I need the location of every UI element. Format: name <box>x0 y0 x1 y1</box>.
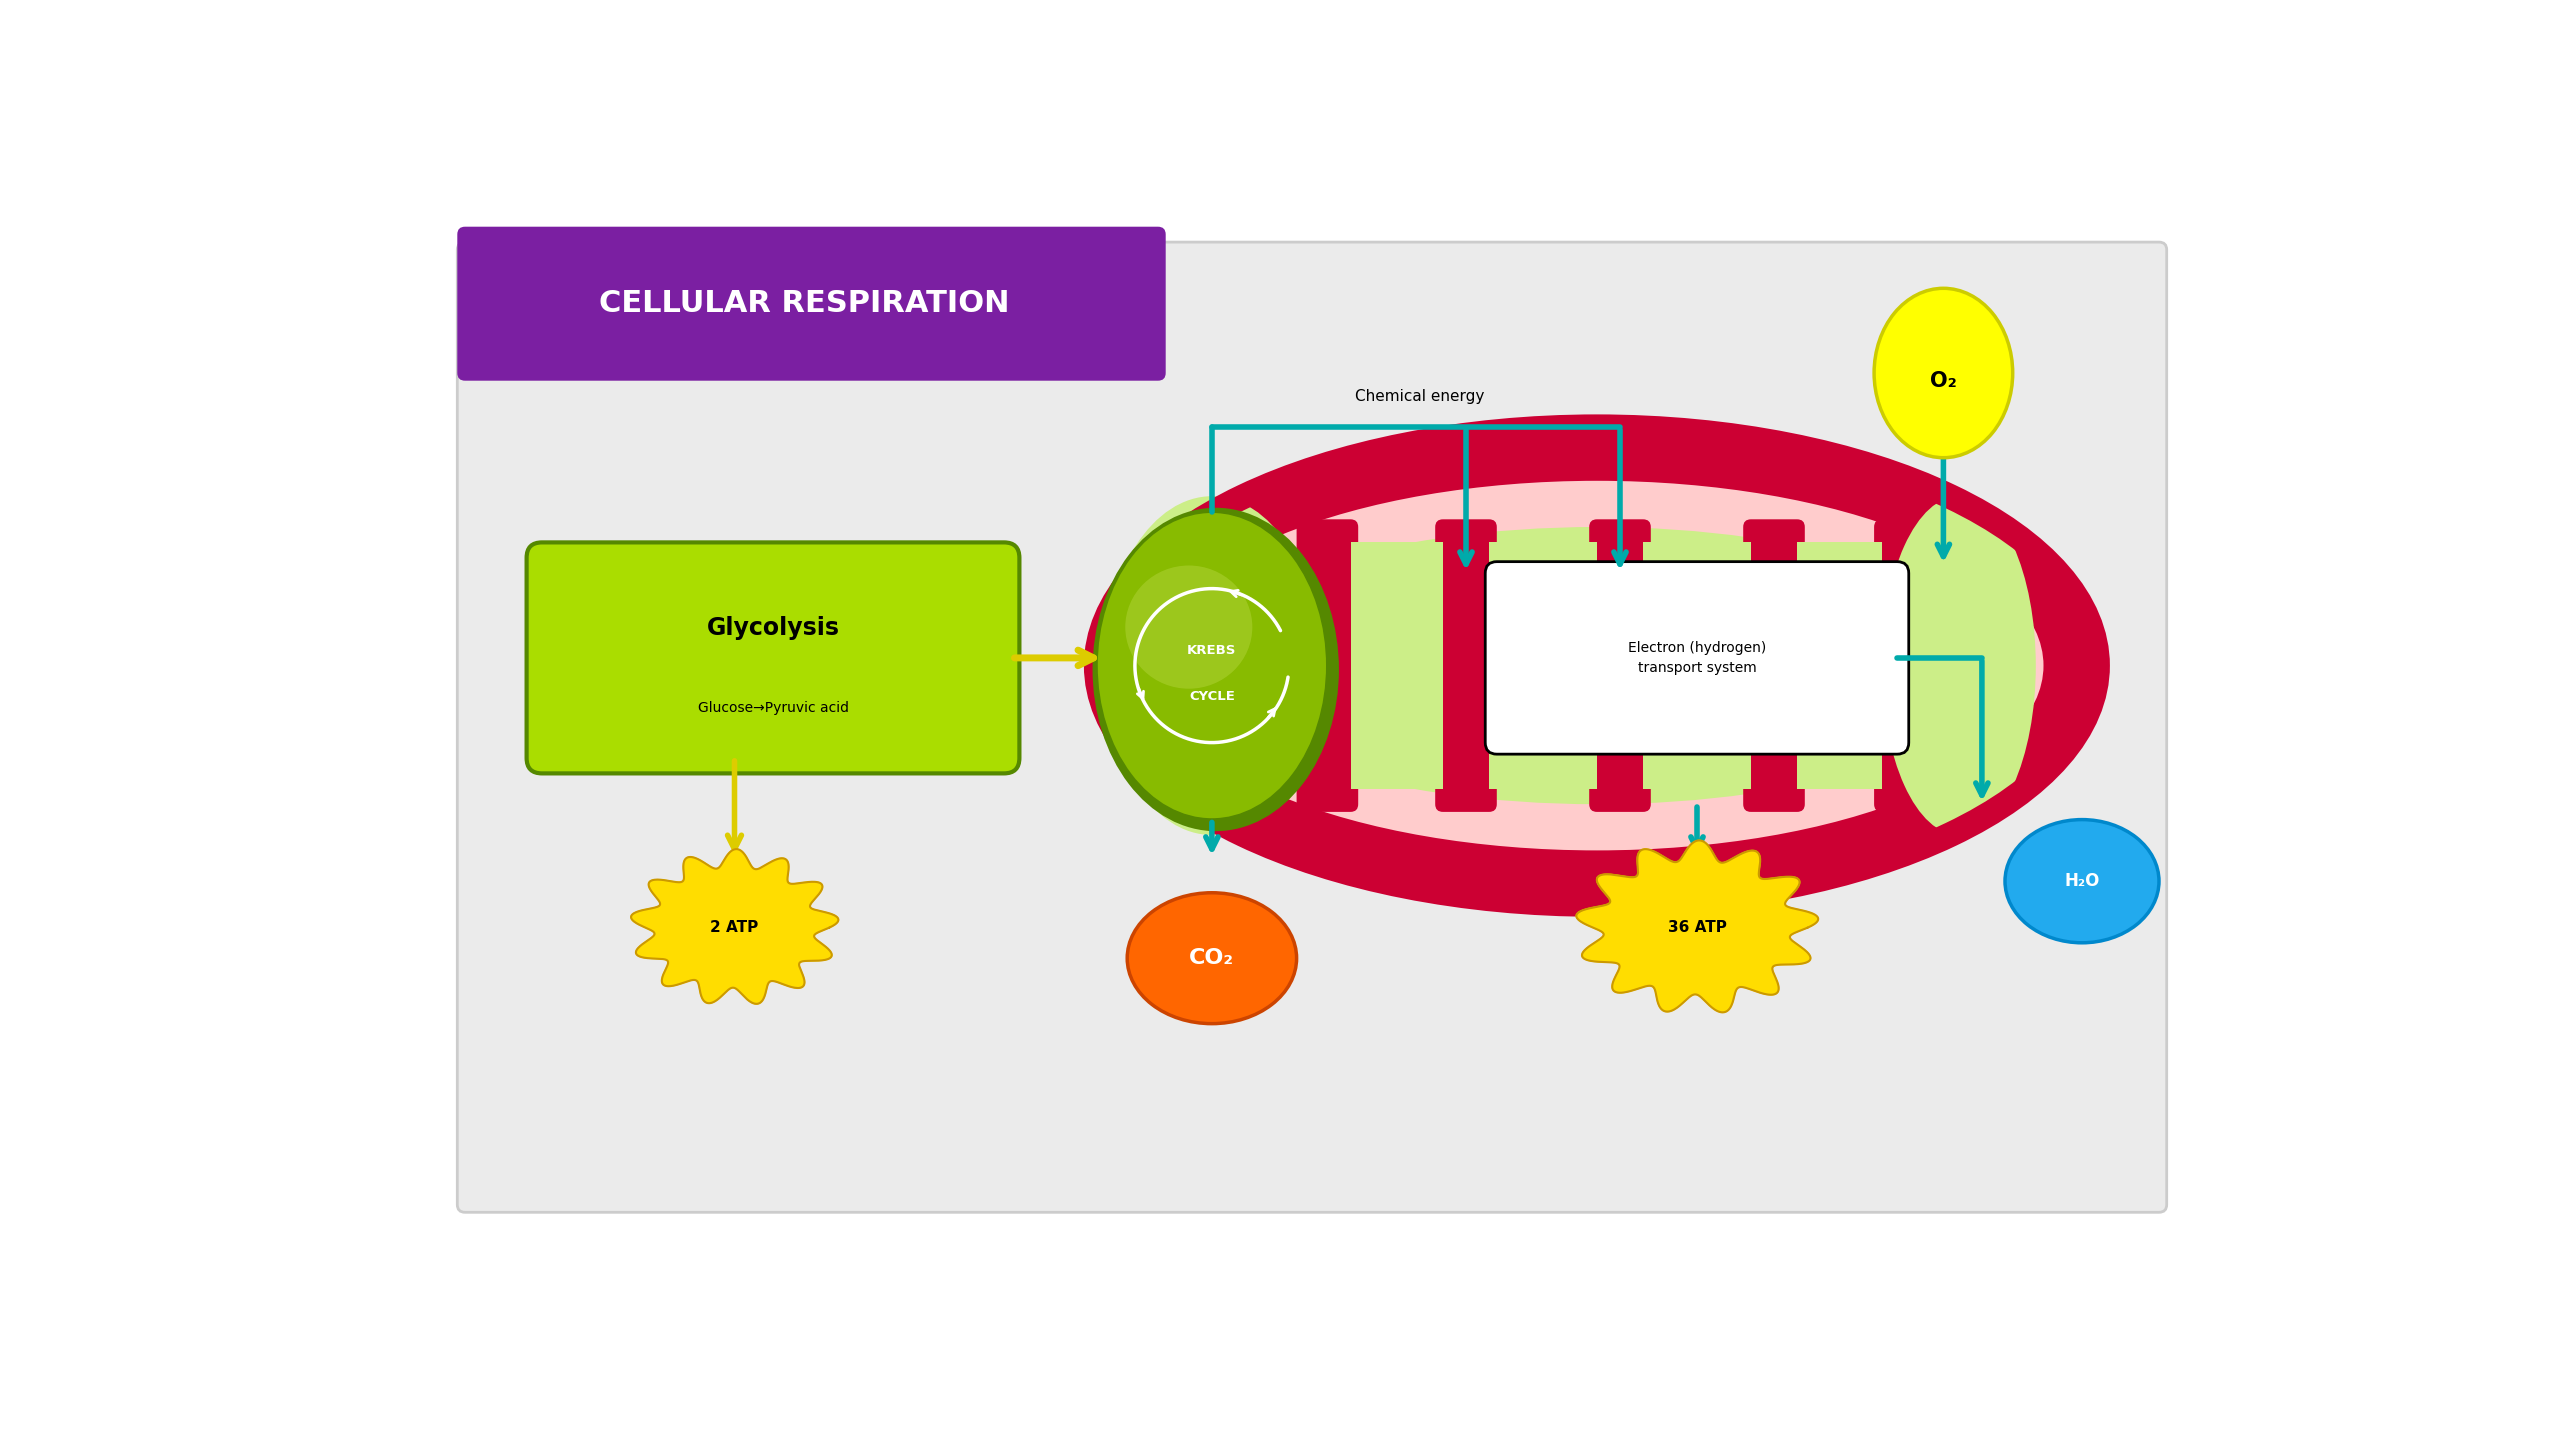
FancyBboxPatch shape <box>1644 543 1751 789</box>
Ellipse shape <box>1096 511 1329 819</box>
Polygon shape <box>1577 841 1818 1012</box>
FancyBboxPatch shape <box>1352 543 1444 789</box>
FancyBboxPatch shape <box>458 242 2166 1212</box>
Ellipse shape <box>1096 426 2097 904</box>
Text: O₂: O₂ <box>1930 370 1956 390</box>
Ellipse shape <box>1126 566 1252 688</box>
FancyBboxPatch shape <box>458 226 1165 380</box>
Text: Chemical energy: Chemical energy <box>1354 389 1485 403</box>
Text: Glucose→Pyruvic acid: Glucose→Pyruvic acid <box>696 701 847 714</box>
Text: CO₂: CO₂ <box>1190 948 1234 968</box>
Text: Glycolysis: Glycolysis <box>707 616 840 639</box>
Text: 2 ATP: 2 ATP <box>709 920 758 935</box>
Ellipse shape <box>1149 481 2043 851</box>
Text: CELLULAR RESPIRATION: CELLULAR RESPIRATION <box>599 289 1009 318</box>
Polygon shape <box>632 850 837 1004</box>
Text: H₂O: H₂O <box>2063 873 2099 890</box>
Ellipse shape <box>1882 497 2035 835</box>
FancyBboxPatch shape <box>1490 543 1597 789</box>
Ellipse shape <box>1196 527 1997 804</box>
Ellipse shape <box>2004 819 2158 943</box>
FancyBboxPatch shape <box>1874 520 1935 812</box>
Text: Electron (hydrogen)
transport system: Electron (hydrogen) transport system <box>1628 641 1766 675</box>
Ellipse shape <box>1103 497 1321 835</box>
FancyBboxPatch shape <box>1743 520 1805 812</box>
Text: CYCLE: CYCLE <box>1188 690 1234 703</box>
Text: 36 ATP: 36 ATP <box>1667 920 1725 935</box>
FancyBboxPatch shape <box>1436 520 1498 812</box>
FancyBboxPatch shape <box>1797 543 1882 789</box>
Ellipse shape <box>1874 288 2012 458</box>
FancyBboxPatch shape <box>1295 520 1359 812</box>
FancyBboxPatch shape <box>1590 520 1651 812</box>
Text: KREBS: KREBS <box>1188 644 1236 657</box>
FancyBboxPatch shape <box>527 543 1019 773</box>
Ellipse shape <box>1126 893 1295 1024</box>
Ellipse shape <box>1093 508 1339 831</box>
FancyBboxPatch shape <box>1485 562 1910 755</box>
